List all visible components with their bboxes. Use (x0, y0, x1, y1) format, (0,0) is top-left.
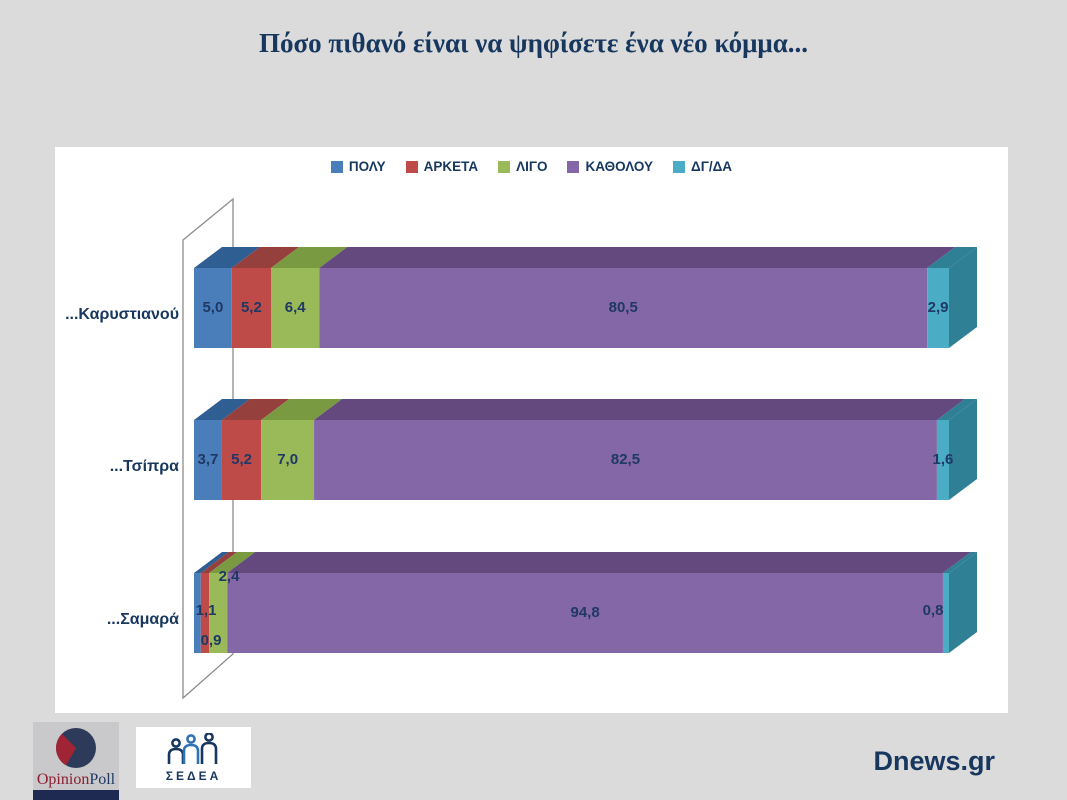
chart-title: Πόσο πιθανό είναι να ψηφίσετε ένα νέο κό… (258, 28, 809, 58)
legend-swatch-icon (330, 160, 343, 173)
bar-segment (221, 420, 262, 500)
bar-top-face (221, 399, 290, 420)
bar-segment (194, 268, 232, 348)
opinionpoll-logo: OpinionPoll (33, 722, 119, 800)
bar-segment (231, 268, 272, 348)
bar-top-face (194, 552, 229, 573)
value-label: 94,8 (570, 604, 599, 621)
opinionpoll-word-poll: Poll (89, 771, 116, 788)
value-label: 80,5 (609, 299, 638, 316)
value-label: 7,0 (277, 451, 298, 468)
value-label: 2,9 (928, 299, 949, 316)
opinionpoll-footer-strip (33, 790, 119, 800)
value-label: 5,2 (241, 299, 262, 316)
legend-label: ΔΓ/ΔΑ (691, 159, 733, 174)
bar-segment (194, 573, 201, 653)
opinionpoll-word-opinion: Opinion (36, 771, 90, 788)
category-label: ...Τσίπρα (109, 458, 179, 475)
bar-segment (227, 573, 943, 653)
bar-top-face (194, 399, 250, 420)
sedea-wordmark: ΣΕΔΕΑ (165, 768, 222, 783)
bar-top-face (261, 399, 343, 420)
legend-swatch-icon (567, 160, 580, 173)
bar-top-face (942, 552, 977, 573)
bar-segment (314, 420, 937, 500)
bar-top-face (231, 247, 300, 268)
category-label: ...Καρυστιανού (65, 306, 179, 323)
bar-segment (194, 420, 222, 500)
bar-segment (319, 268, 928, 348)
value-label: 5,2 (231, 451, 252, 468)
legend-swatch-icon (498, 160, 511, 173)
sedea-people-icon (167, 732, 217, 764)
legend-item: ΛΙΓΟ (498, 159, 547, 174)
category-label: ...Σαμαρά (106, 611, 179, 628)
bar-side-face (949, 399, 977, 500)
legend-item: ΑΡΚΕΤΑ (405, 159, 479, 174)
value-label: 0,8 (923, 602, 944, 619)
bar-top-face (927, 247, 977, 268)
sedea-logo: ΣΕΔΕΑ (136, 727, 251, 788)
bar-top-face (194, 247, 260, 268)
value-label: 0,9 (201, 632, 222, 649)
legend-swatch-icon (673, 160, 686, 173)
bar-top-face (319, 247, 956, 268)
bar-segment (927, 268, 949, 348)
bar-segment (209, 573, 228, 653)
value-label: 3,7 (198, 451, 219, 468)
stacked-bar-chart: 5,0 5,2 6,4 80,5 2,9 3,7 5,2 7,0 82,5 1,6 0,9 1,12,… (182, 197, 977, 700)
opinionpoll-wordmark: OpinionPoll (33, 771, 119, 789)
bar-segment (942, 573, 949, 653)
bar-top-face (936, 399, 977, 420)
legend-item: ΚΑΘΟΛΟΥ (567, 159, 653, 174)
bar-segment (271, 268, 320, 348)
chart-panel: ΠΟΛΥ ΑΡΚΕΤΑ ΛΙΓΟ ΚΑΘΟΛΟΥ ΔΓ/ΔΑ 5,0 5,2 6,4 80,5… (55, 147, 1008, 713)
bar-top-face (227, 552, 971, 573)
bar-top-face (314, 399, 965, 420)
value-label: 1,6 (933, 451, 954, 468)
legend-label: ΠΟΛΥ (348, 159, 386, 174)
value-label: 2,4 (219, 568, 241, 585)
value-label: 5,0 (202, 299, 223, 316)
bar-segment (936, 420, 949, 500)
value-label: 82,5 (611, 451, 640, 468)
value-label: 1,1 (196, 602, 217, 619)
legend: ΠΟΛΥ ΑΡΚΕΤΑ ΛΙΓΟ ΚΑΘΟΛΟΥ ΔΓ/ΔΑ (55, 159, 1008, 174)
legend-label: ΛΙΓΟ (516, 159, 548, 174)
dnews-wordmark: Dnews.gr (873, 746, 995, 776)
legend-swatch-icon (405, 160, 418, 173)
bar-side-face (949, 247, 977, 348)
bar-top-face (209, 552, 256, 573)
bar-segment (200, 573, 210, 653)
bar-top-face (271, 247, 348, 268)
value-label: 6,4 (285, 299, 307, 316)
legend-item: ΠΟΛΥ (330, 159, 386, 174)
chart-back-wall (182, 197, 234, 700)
legend-label: ΑΡΚΕΤΑ (423, 159, 479, 174)
bar-segment (261, 420, 315, 500)
bar-side-face (949, 552, 977, 653)
legend-label: ΚΑΘΟΛΟΥ (585, 159, 654, 174)
bar-top-face (200, 552, 238, 573)
legend-item: ΔΓ/ΔΑ (673, 159, 732, 174)
opinionpoll-pie-icon (56, 728, 96, 768)
